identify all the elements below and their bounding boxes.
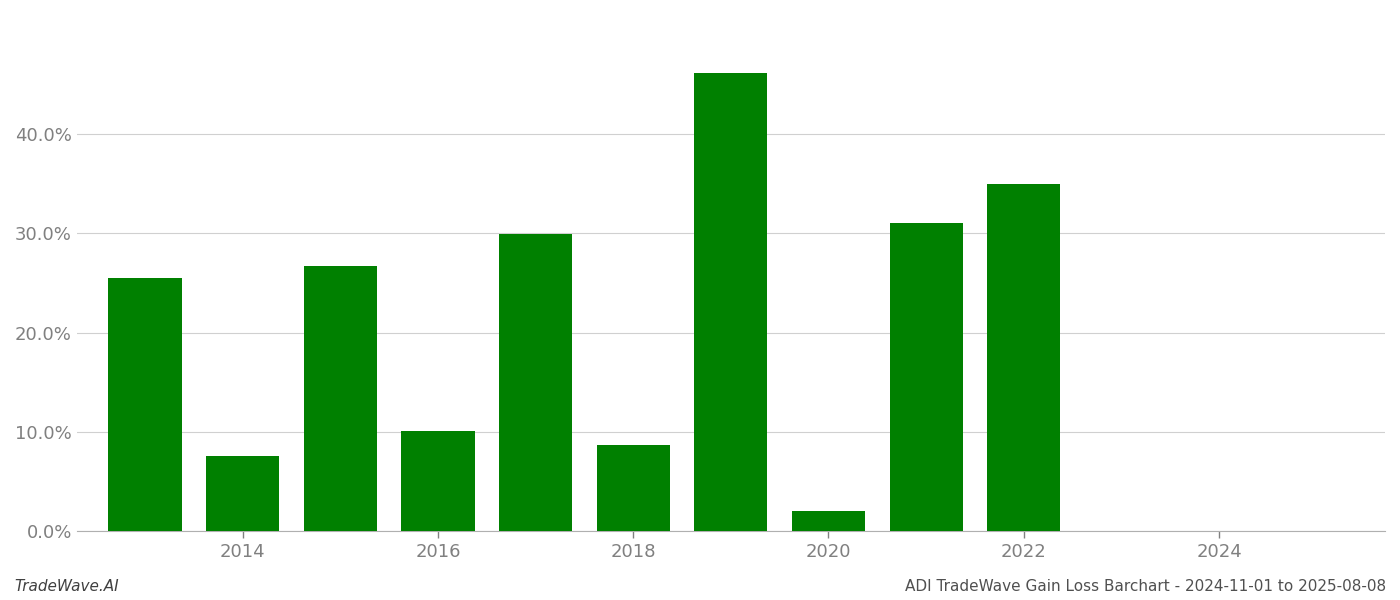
Bar (596, 445, 669, 531)
Bar (108, 278, 182, 531)
Bar (987, 184, 1060, 531)
Bar (402, 431, 475, 531)
Bar (694, 73, 767, 531)
Bar (889, 223, 963, 531)
Bar (498, 235, 573, 531)
Bar (304, 266, 377, 531)
Bar (792, 511, 865, 531)
Bar (206, 456, 280, 531)
Text: ADI TradeWave Gain Loss Barchart - 2024-11-01 to 2025-08-08: ADI TradeWave Gain Loss Barchart - 2024-… (904, 579, 1386, 594)
Text: TradeWave.AI: TradeWave.AI (14, 579, 119, 594)
